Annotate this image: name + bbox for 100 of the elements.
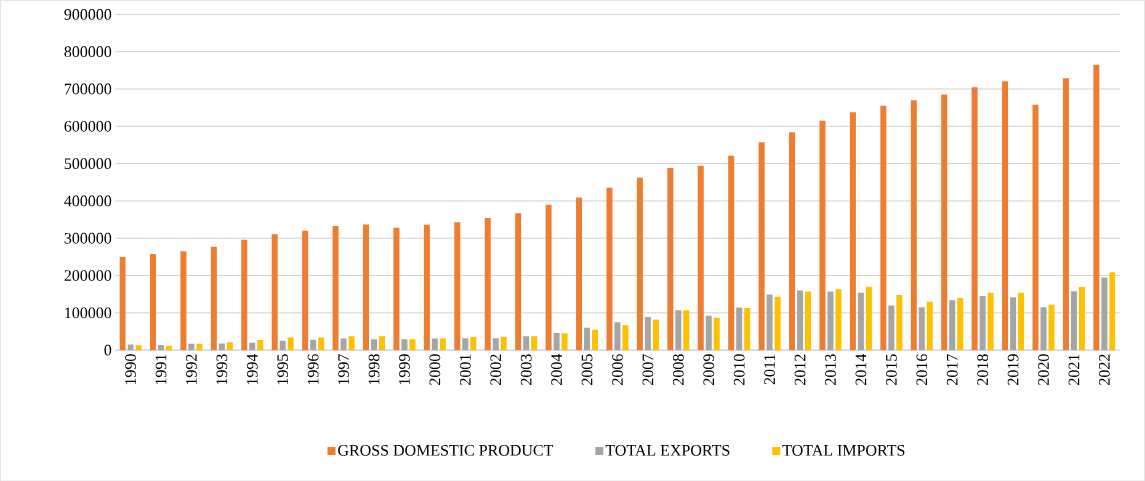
- bar: [1078, 286, 1085, 350]
- bar: [987, 292, 994, 350]
- bar: [896, 294, 903, 350]
- y-tick-label: 400000: [64, 195, 112, 207]
- bar: [484, 217, 491, 350]
- bar: [949, 299, 956, 350]
- bar: [149, 253, 156, 350]
- bar: [622, 324, 629, 350]
- x-tick-label: 2009: [703, 354, 715, 385]
- bar: [423, 224, 430, 350]
- bar: [971, 86, 978, 350]
- bar: [553, 332, 560, 350]
- bar: [636, 177, 643, 350]
- bar: [348, 336, 355, 350]
- y-tick-label: 600000: [64, 120, 112, 132]
- bar: [241, 239, 248, 350]
- bar: [736, 307, 743, 350]
- bar: [1070, 290, 1077, 350]
- bar: [226, 342, 233, 350]
- bar: [431, 338, 438, 350]
- bar: [310, 339, 317, 350]
- bar: [218, 343, 225, 350]
- x-tick-label: 2007: [642, 353, 654, 385]
- y-tick-label: 500000: [64, 158, 112, 169]
- bar: [188, 343, 195, 350]
- y-tick-label: 700000: [64, 83, 112, 95]
- bar: [257, 339, 264, 350]
- bar: [119, 256, 126, 350]
- x-tick-label: 2021: [1068, 354, 1080, 385]
- x-tick-label: 1995: [277, 354, 289, 385]
- y-tick-label: 900000: [64, 8, 112, 20]
- bar: [393, 227, 400, 350]
- bar: [409, 339, 416, 350]
- bar: [462, 337, 469, 350]
- bar: [957, 297, 964, 350]
- x-tick-label: 2000: [429, 354, 441, 385]
- y-tick-label: 0: [104, 344, 112, 356]
- bar: [797, 290, 804, 350]
- bar: [614, 321, 621, 350]
- bar: [1040, 307, 1047, 350]
- bar: [683, 310, 690, 350]
- bar: [652, 319, 659, 350]
- x-tick-label: 2019: [1007, 354, 1019, 385]
- x-tick-label: 2018: [977, 354, 989, 385]
- x-tick-label: 2005: [581, 354, 593, 385]
- x-tick-label: 2001: [459, 354, 471, 385]
- bar: [819, 120, 826, 350]
- bar: [371, 339, 377, 350]
- bar: [606, 187, 613, 350]
- bar: [667, 167, 674, 350]
- bar: [880, 105, 887, 350]
- x-tick-label: 2020: [1038, 354, 1049, 385]
- bar: [1062, 77, 1069, 350]
- bar: [531, 336, 538, 350]
- bar: [1018, 292, 1025, 350]
- x-tick-label: 2011: [764, 354, 776, 385]
- bar: [849, 111, 856, 350]
- bar: [705, 315, 712, 350]
- bar: [500, 336, 507, 350]
- x-tick-label: 1993: [216, 354, 228, 385]
- bar: [713, 317, 720, 350]
- x-tick-label: 2016: [916, 353, 928, 385]
- bar: [697, 165, 704, 350]
- bar: [302, 230, 309, 350]
- bar: [888, 305, 895, 350]
- bar: [340, 338, 347, 350]
- bar: [180, 251, 187, 350]
- x-tick-label: 2002: [490, 354, 502, 385]
- x-tick-label: 1991: [155, 354, 167, 385]
- x-tick-label: 2014: [855, 353, 867, 385]
- bar: [1109, 271, 1116, 350]
- y-tick-label: 200000: [64, 269, 112, 281]
- bar: [1093, 64, 1100, 350]
- bar: [561, 333, 568, 350]
- bar: [576, 197, 583, 350]
- bar: [332, 225, 339, 350]
- bar: [584, 327, 591, 350]
- x-tick-label: 2004: [551, 353, 562, 385]
- bar: [728, 155, 735, 350]
- x-tick-label: 1998: [368, 354, 380, 385]
- bar: [470, 336, 477, 350]
- bar: [318, 337, 325, 350]
- bar: [910, 99, 917, 350]
- bar: [401, 339, 408, 350]
- bar: [926, 301, 933, 350]
- x-tick-label: 2013: [825, 354, 836, 385]
- bar: [774, 296, 781, 350]
- y-tick-label: 800000: [64, 46, 112, 57]
- bar: [379, 336, 385, 350]
- x-tick-label: 1999: [399, 354, 410, 385]
- legend-label: TOTAL EXPORTS: [605, 444, 730, 456]
- x-tick-label: 2015: [885, 354, 897, 385]
- bar: [835, 289, 842, 350]
- bar: [196, 343, 203, 350]
- bar: [1101, 277, 1108, 350]
- bar: [515, 213, 522, 350]
- bar: [918, 307, 925, 350]
- bar: [135, 345, 142, 350]
- bar: [979, 295, 986, 350]
- bar: [789, 132, 796, 350]
